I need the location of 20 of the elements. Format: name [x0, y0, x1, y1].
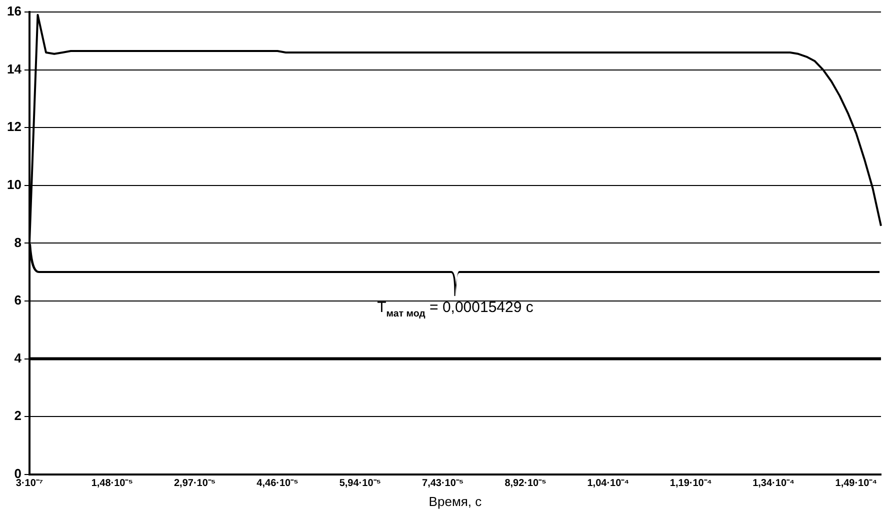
- x-tick-label: 8,92·10⁻⁵: [504, 478, 547, 490]
- x-tick-label: 3·10⁻⁷: [16, 478, 44, 490]
- x-axis-title: Время, с: [428, 494, 482, 509]
- y-tick-label: 14: [6, 61, 22, 76]
- y-tick-label: 4: [14, 350, 22, 366]
- x-tick-label: 5,94·10⁻⁵: [339, 478, 382, 490]
- y-tick-label: 2: [14, 408, 22, 424]
- x-tick-label: 4,46·10⁻⁵: [256, 478, 299, 490]
- x-tick-label: 1,49·10⁻⁴: [835, 478, 878, 490]
- y-tick-label: 12: [6, 119, 22, 134]
- x-tick-label: 2,97·10⁻⁵: [174, 478, 216, 490]
- x-tick-label: 1,48·10⁻⁵: [91, 478, 134, 490]
- x-tick-label: 7,43·10⁻⁵: [422, 478, 464, 490]
- y-tick-label: 6: [14, 292, 22, 308]
- x-tick-label: 1,04·10⁻⁴: [587, 478, 630, 490]
- y-tick-label: 10: [6, 176, 22, 192]
- x-tick-label: 1,19·10⁻⁴: [670, 478, 712, 490]
- x-tick-label: 1,34·10⁻⁴: [752, 478, 795, 490]
- y-tick-label: 16: [6, 4, 22, 19]
- y-tick-label: 8: [14, 234, 22, 250]
